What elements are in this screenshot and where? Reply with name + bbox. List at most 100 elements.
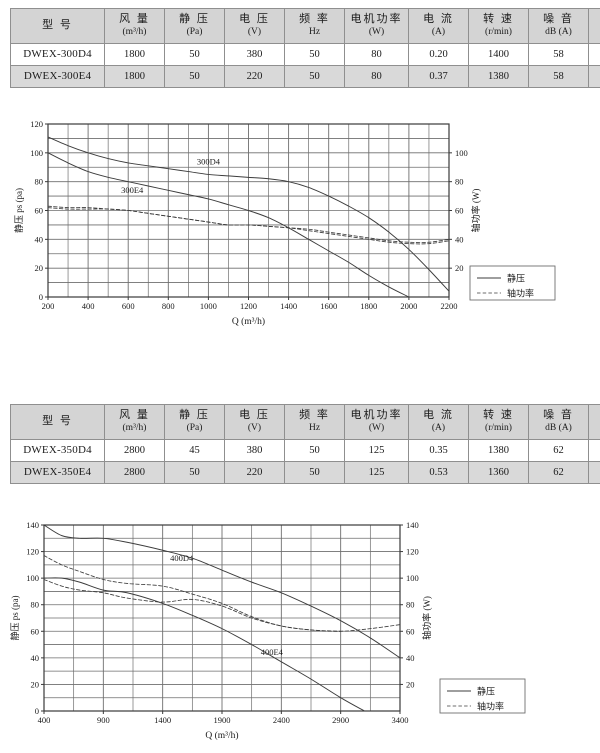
x-axis-tick-label: 1900 bbox=[214, 715, 231, 725]
legend-label: 静压 bbox=[507, 273, 525, 284]
cell-airflow: 1800 bbox=[104, 65, 165, 88]
cell-frequency: 50 bbox=[284, 65, 345, 88]
cell-speed: 1380 bbox=[468, 65, 529, 88]
y2-axis-title: 轴功率 (W) bbox=[470, 189, 481, 233]
x-axis-tick-label: 1600 bbox=[320, 301, 337, 311]
curve-label: 300D4 bbox=[197, 156, 221, 166]
col-header-frequency: 频 率 Hz bbox=[284, 404, 345, 440]
cell-static-pressure: 50 bbox=[164, 461, 225, 484]
cell-current: 0.20 bbox=[408, 43, 469, 66]
y2-axis-title: 轴功率 (W) bbox=[421, 596, 432, 640]
cell-static-pressure: 50 bbox=[164, 43, 225, 66]
cell-airflow: 1800 bbox=[104, 43, 165, 66]
y2-axis-tick-label: 80 bbox=[455, 177, 464, 187]
x-axis-tick-label: 800 bbox=[162, 301, 175, 311]
curve-label: 300E4 bbox=[121, 185, 144, 195]
cell-noise: 58 bbox=[528, 65, 589, 88]
y2-axis-tick-label: 20 bbox=[406, 679, 415, 689]
col-header-frequency: 频 率 Hz bbox=[284, 8, 345, 44]
curve-label: 400E4 bbox=[261, 647, 284, 657]
spec-table-300: 型 号 风 量 (m³/h) 静 压 (Pa) 电 压 (V) 频 率 Hz 电机功率(… bbox=[10, 8, 600, 88]
y2-axis-tick-label: 120 bbox=[406, 547, 419, 557]
x-axis-tick-label: 2900 bbox=[332, 715, 349, 725]
series-curve bbox=[43, 524, 401, 659]
col-header-current: 电 流 (A) bbox=[408, 8, 469, 44]
table-row: DWEX-300E4 1800 50 220 50 80 0.37 1380 5… bbox=[10, 65, 600, 88]
y-axis-tick-label: 80 bbox=[35, 177, 44, 187]
chart-canvas: 0 20 40 60 80 100 120 140 20 40 60 80 100 120 140 400 90… bbox=[9, 520, 526, 741]
y2-axis-tick-label: 60 bbox=[455, 206, 464, 216]
cell-speed: 1400 bbox=[468, 43, 529, 66]
cell-motor-power: 125 bbox=[344, 461, 409, 484]
y2-axis-tick-label: 40 bbox=[455, 234, 464, 244]
cell-noise: 58 bbox=[528, 43, 589, 66]
y2-axis-tick-label: 40 bbox=[406, 653, 415, 663]
y-axis-tick-label: 140 bbox=[26, 520, 39, 530]
cell-model: DWEX-350D4 bbox=[10, 439, 105, 462]
x-axis-tick-label: 2200 bbox=[441, 301, 458, 311]
col-header-static-pressure: 静 压 (Pa) bbox=[164, 8, 225, 44]
cell-speed: 1360 bbox=[468, 461, 529, 484]
cell-motor-power: 125 bbox=[344, 439, 409, 462]
y-axis-tick-label: 40 bbox=[35, 234, 44, 244]
cell-motor-power: 80 bbox=[344, 65, 409, 88]
series-curve bbox=[47, 152, 410, 298]
performance-chart-350: 0 20 40 60 80 100 120 140 20 40 60 80 100 120 140 400 90… bbox=[0, 513, 600, 753]
series-curve bbox=[43, 555, 401, 632]
x-axis-tick-label: 200 bbox=[42, 301, 55, 311]
cell-capacitance: 3 bbox=[588, 65, 600, 88]
y-axis-title: 静压 ps (pa) bbox=[9, 596, 20, 641]
cell-model: DWEX-300D4 bbox=[10, 43, 105, 66]
x-axis-tick-label: 1800 bbox=[360, 301, 377, 311]
x-axis-tick-label: 1400 bbox=[280, 301, 297, 311]
x-axis-tick-label: 600 bbox=[122, 301, 135, 311]
table-header-row: 型 号 风 量 (m³/h) 静 压 (Pa) 电 压 (V) 频 率 Hz 电机功率(… bbox=[10, 404, 600, 440]
cell-current: 0.37 bbox=[408, 65, 469, 88]
col-header-static-pressure: 静 压 (Pa) bbox=[164, 404, 225, 440]
cell-airflow: 2800 bbox=[104, 439, 165, 462]
legend-label: 轴功率 bbox=[507, 288, 534, 299]
cell-voltage: 380 bbox=[224, 439, 285, 462]
y-axis-tick-label: 120 bbox=[30, 119, 43, 129]
performance-chart-300: 0 20 40 60 80 100 120 20 40 60 80 100 200 400 600 800 10… bbox=[0, 112, 600, 347]
y-axis-tick-label: 20 bbox=[35, 263, 44, 273]
x-axis-title: Q (m³/h) bbox=[232, 316, 265, 327]
series-curve bbox=[43, 579, 342, 632]
cell-frequency: 50 bbox=[284, 461, 345, 484]
cell-voltage: 220 bbox=[224, 461, 285, 484]
cell-airflow: 2800 bbox=[104, 461, 165, 484]
col-header-capacitance: 电 容(μF) bbox=[588, 8, 600, 44]
cell-frequency: 50 bbox=[284, 43, 345, 66]
col-header-current: 电 流 (A) bbox=[408, 404, 469, 440]
x-axis-tick-label: 400 bbox=[82, 301, 95, 311]
table-row: DWEX-350E4 2800 50 220 50 125 0.53 1360 … bbox=[10, 461, 600, 484]
table-row: DWEX-350D4 2800 45 380 50 125 0.35 1380 … bbox=[10, 439, 600, 462]
cell-motor-power: 80 bbox=[344, 43, 409, 66]
col-header-voltage: 电 压 (V) bbox=[224, 404, 285, 440]
col-header-airflow: 风 量 (m³/h) bbox=[104, 404, 165, 440]
cell-current: 0.35 bbox=[408, 439, 469, 462]
y2-axis-tick-label: 80 bbox=[406, 600, 415, 610]
table-header-row: 型 号 风 量 (m³/h) 静 压 (Pa) 电 压 (V) 频 率 Hz 电机功率(… bbox=[10, 8, 600, 44]
col-header-voltage: 电 压 (V) bbox=[224, 8, 285, 44]
col-header-noise: 噪 音 dB (A) bbox=[528, 8, 589, 44]
cell-speed: 1380 bbox=[468, 439, 529, 462]
series-curve bbox=[43, 577, 365, 712]
col-header-motor-power: 电机功率 (W) bbox=[344, 8, 409, 44]
y2-axis-tick-label: 140 bbox=[406, 520, 419, 530]
x-axis-tick-label: 900 bbox=[97, 715, 110, 725]
cell-voltage: 220 bbox=[224, 65, 285, 88]
legend-label: 轴功率 bbox=[477, 701, 504, 712]
y-axis-tick-label: 100 bbox=[30, 148, 43, 158]
y-axis-tick-label: 80 bbox=[31, 600, 40, 610]
series-curve bbox=[47, 136, 450, 292]
y-axis-tick-label: 40 bbox=[31, 653, 40, 663]
y-axis-tick-label: 20 bbox=[31, 679, 40, 689]
cell-voltage: 380 bbox=[224, 43, 285, 66]
cell-model: DWEX-300E4 bbox=[10, 65, 105, 88]
legend-label: 静压 bbox=[477, 686, 495, 697]
cell-static-pressure: 45 bbox=[164, 439, 225, 462]
y-axis-tick-label: 0 bbox=[35, 706, 39, 716]
x-axis-tick-label: 2400 bbox=[273, 715, 290, 725]
